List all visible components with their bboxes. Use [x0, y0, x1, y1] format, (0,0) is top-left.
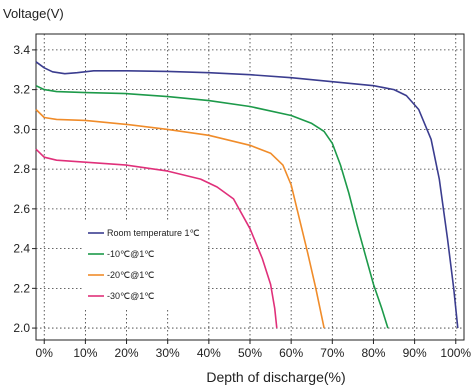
x-tick-label: 10%	[73, 346, 97, 360]
x-tick-label: 80%	[361, 346, 385, 360]
x-tick-label: 60%	[279, 346, 303, 360]
y-tick-label: 2.8	[13, 162, 30, 176]
x-tick-label: 0%	[36, 346, 54, 360]
series-line-4	[35, 148, 278, 329]
y-tick-label: 2.6	[13, 202, 30, 216]
legend-label: -20℃@1℃	[107, 270, 154, 280]
y-tick-label: 3.2	[13, 83, 30, 97]
y-axis-label: Voltage(V)	[3, 6, 64, 21]
x-tick-label: 100%	[440, 346, 471, 360]
legend-label: -30℃@1℃	[107, 291, 154, 301]
y-axis: 2.0 2.2 2.4 2.6 2.8 3.0 3.2 3.4	[13, 43, 36, 335]
x-tick-label: 40%	[197, 346, 221, 360]
x-tick-label: 70%	[320, 346, 344, 360]
legend-label: -10℃@1℃	[107, 249, 154, 259]
x-axis: 0% 10% 20% 30% 40% 50% 60% 70% 80% 90% 100%	[36, 340, 471, 360]
x-tick-label: 30%	[156, 346, 180, 360]
y-tick-label: 2.0	[13, 321, 30, 335]
y-tick-label: 3.0	[13, 122, 30, 136]
legend: Room temperature 1℃ -10℃@1℃ -20℃@1℃ -30℃@1℃	[84, 222, 208, 310]
series-line-1	[35, 61, 459, 329]
x-axis-label: Depth of discharge(%)	[206, 369, 345, 385]
x-tick-label: 50%	[238, 346, 262, 360]
legend-label: Room temperature 1℃	[107, 228, 200, 238]
legend-box	[84, 222, 208, 310]
series-line-3	[35, 108, 325, 329]
x-tick-label: 20%	[115, 346, 139, 360]
series-line-2	[35, 84, 389, 329]
y-tick-label: 3.4	[13, 43, 30, 57]
series-lines	[35, 61, 459, 329]
y-tick-label: 2.2	[13, 281, 30, 295]
y-tick-label: 2.4	[13, 242, 30, 256]
x-tick-label: 90%	[403, 346, 427, 360]
